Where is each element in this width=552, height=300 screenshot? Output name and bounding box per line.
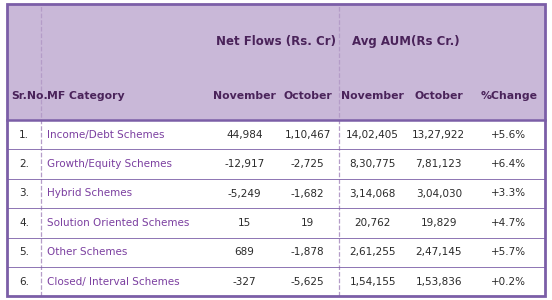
- Text: Avg AUM(Rs Cr.): Avg AUM(Rs Cr.): [352, 35, 459, 49]
- Text: MF Category: MF Category: [47, 91, 125, 101]
- Text: 20,762: 20,762: [354, 218, 391, 228]
- Text: 2,47,145: 2,47,145: [416, 247, 462, 257]
- Text: -327: -327: [232, 277, 256, 287]
- Text: 7,81,123: 7,81,123: [416, 159, 462, 169]
- Text: November: November: [213, 91, 275, 101]
- Bar: [7, 149, 545, 179]
- Text: 1.: 1.: [19, 130, 29, 140]
- Text: Net Flows (Rs. Cr): Net Flows (Rs. Cr): [216, 35, 336, 49]
- Text: 15: 15: [237, 218, 251, 228]
- Text: %Change: %Change: [480, 91, 537, 101]
- Text: 3,04,030: 3,04,030: [416, 188, 462, 199]
- Text: -1,682: -1,682: [291, 188, 325, 199]
- Text: October: October: [415, 91, 463, 101]
- Text: +6.4%: +6.4%: [491, 159, 526, 169]
- Text: 2,61,255: 2,61,255: [349, 247, 396, 257]
- Text: Solution Oriented Schemes: Solution Oriented Schemes: [47, 218, 189, 228]
- Text: 3.: 3.: [19, 188, 29, 199]
- Text: Income/Debt Schemes: Income/Debt Schemes: [47, 130, 164, 140]
- Text: 14,02,405: 14,02,405: [346, 130, 399, 140]
- Text: 4.: 4.: [19, 218, 29, 228]
- Text: 8,30,775: 8,30,775: [349, 159, 396, 169]
- Text: 19: 19: [301, 218, 315, 228]
- Text: -5,249: -5,249: [227, 188, 261, 199]
- Text: 5.: 5.: [19, 247, 29, 257]
- Text: +4.7%: +4.7%: [491, 218, 526, 228]
- Text: -5,625: -5,625: [291, 277, 325, 287]
- Text: 6.: 6.: [19, 277, 29, 287]
- Text: 1,54,155: 1,54,155: [349, 277, 396, 287]
- Text: Hybrid Schemes: Hybrid Schemes: [47, 188, 132, 199]
- Text: Other Schemes: Other Schemes: [47, 247, 128, 257]
- Text: Closed/ Interval Schemes: Closed/ Interval Schemes: [47, 277, 179, 287]
- Text: +5.6%: +5.6%: [491, 130, 526, 140]
- Bar: [7, 238, 545, 267]
- Bar: [7, 267, 545, 296]
- Text: +5.7%: +5.7%: [491, 247, 526, 257]
- Text: 3,14,068: 3,14,068: [349, 188, 396, 199]
- Text: 689: 689: [234, 247, 254, 257]
- Text: 1,53,836: 1,53,836: [416, 277, 462, 287]
- Text: 1,10,467: 1,10,467: [284, 130, 331, 140]
- Text: 13,27,922: 13,27,922: [412, 130, 465, 140]
- Text: November: November: [341, 91, 404, 101]
- Text: +3.3%: +3.3%: [491, 188, 526, 199]
- Text: October: October: [283, 91, 332, 101]
- Bar: [7, 4, 545, 120]
- Text: +0.2%: +0.2%: [491, 277, 526, 287]
- Bar: [7, 208, 545, 238]
- Text: 2.: 2.: [19, 159, 29, 169]
- Text: -12,917: -12,917: [224, 159, 264, 169]
- Bar: [7, 120, 545, 149]
- Text: -1,878: -1,878: [291, 247, 325, 257]
- Text: Growth/Equity Schemes: Growth/Equity Schemes: [47, 159, 172, 169]
- Text: 19,829: 19,829: [421, 218, 457, 228]
- Text: -2,725: -2,725: [291, 159, 325, 169]
- Text: 44,984: 44,984: [226, 130, 263, 140]
- Text: Sr.No.: Sr.No.: [11, 91, 48, 101]
- Bar: [7, 179, 545, 208]
